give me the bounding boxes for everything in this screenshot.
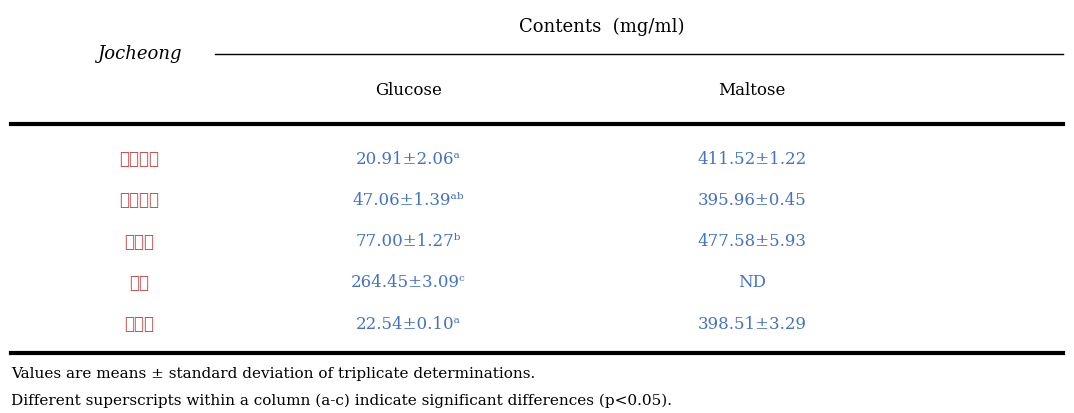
Text: 47.06±1.39ᵃᵇ: 47.06±1.39ᵃᵇ bbox=[352, 192, 464, 209]
Text: Glucose: Glucose bbox=[375, 82, 441, 100]
Text: 백국: 백국 bbox=[130, 274, 149, 292]
Text: Maltose: Maltose bbox=[719, 82, 785, 100]
Text: Different superscripts within a column (a-c) indicate significant differences (p: Different superscripts within a column (… bbox=[11, 394, 671, 408]
Text: 477.58±5.93: 477.58±5.93 bbox=[697, 233, 807, 250]
Text: Contents  (mg/ml): Contents (mg/ml) bbox=[519, 18, 684, 36]
Text: 22.54±0.10ᵃ: 22.54±0.10ᵃ bbox=[355, 316, 461, 333]
Text: 20.91±2.06ᵃ: 20.91±2.06ᵃ bbox=[355, 150, 461, 168]
Text: 398.51±3.29: 398.51±3.29 bbox=[697, 316, 807, 333]
Text: 전통조청: 전통조청 bbox=[119, 150, 160, 168]
Text: 395.96±0.45: 395.96±0.45 bbox=[697, 192, 807, 209]
Text: Jocheong: Jocheong bbox=[97, 45, 182, 63]
Text: 411.52±1.22: 411.52±1.22 bbox=[697, 150, 807, 168]
Text: 밀누룩: 밀누룩 bbox=[125, 315, 155, 333]
Text: 264.45±3.09ᶜ: 264.45±3.09ᶜ bbox=[351, 274, 465, 292]
Text: 77.00±1.27ᵇ: 77.00±1.27ᵇ bbox=[355, 233, 461, 250]
Text: Values are means ± standard deviation of triplicate determinations.: Values are means ± standard deviation of… bbox=[11, 367, 535, 381]
Text: 쌀누룩: 쌀누룩 bbox=[125, 233, 155, 251]
Text: ND: ND bbox=[738, 274, 766, 292]
Text: 액화효소: 액화효소 bbox=[119, 191, 160, 209]
